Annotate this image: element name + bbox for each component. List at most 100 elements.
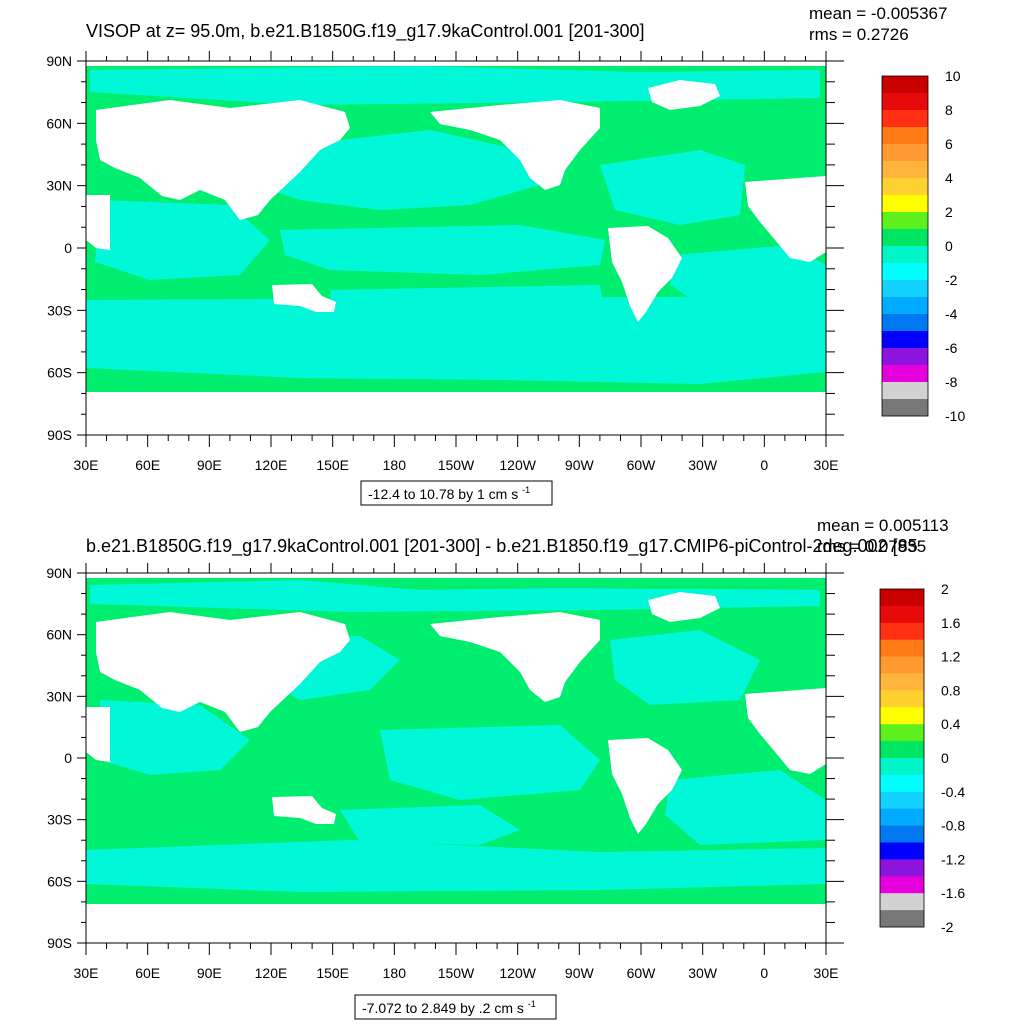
panel-top-map: [86, 61, 826, 435]
bottom-lon-label: 120E: [255, 965, 288, 981]
bottom-colorbar-swatch: [880, 893, 924, 911]
bottom-lat-label: 30N: [46, 688, 72, 704]
top-lat-label: 30S: [47, 302, 72, 318]
bottom-colorbar-swatch: [880, 808, 924, 826]
top-colorbar-frame: [881, 75, 929, 417]
bottom-lon-label: 150W: [438, 965, 475, 981]
map-bottom-cyan-indian: [100, 700, 250, 775]
map-bottom-land-south-america: [608, 738, 682, 834]
top-colorbar-swatch: [882, 399, 928, 417]
bottom-colorbar-swatch: [880, 589, 924, 607]
top-colorbar-swatch: [882, 229, 928, 247]
top-lat-label: 60S: [47, 365, 72, 381]
top-lon-label: 150E: [316, 457, 349, 473]
bottom-colorbar-frame: [879, 588, 925, 928]
map-bottom-land-north-america: [430, 612, 600, 702]
top-lat-label: 90S: [47, 427, 72, 443]
bottom-lon-label: 30E: [814, 965, 839, 981]
map-top-lon-labels: 30E 60E 90E 120E 150E 180 150W 120W 90W 60W 30W 0 30…: [74, 457, 839, 473]
top-colorbar-label: -10: [945, 408, 965, 424]
bottom-lon-label: 30W: [688, 965, 718, 981]
bottom-lat-label: 90N: [46, 565, 72, 581]
bottom-colorbar-swatch: [880, 910, 924, 928]
panel-top-range-sup: -1: [522, 485, 530, 495]
top-colorbar-label: 0: [945, 238, 953, 254]
panel-top-range-text: -12.4 to 10.78 by 1 cm s: [368, 486, 518, 502]
bottom-colorbar-swatch: [880, 825, 924, 843]
panel-bottom-title: b.e21.B1850G.f19_g17.9kaControl.001 [201…: [86, 536, 918, 557]
top-colorbar-swatch: [882, 76, 928, 94]
top-colorbar-swatch: [882, 161, 928, 179]
bottom-lon-label: 60W: [627, 965, 657, 981]
bottom-colorbar-swatch: [880, 842, 924, 860]
map-top-cyan-indian: [95, 200, 270, 280]
map-bottom-cyan-south-pacific: [340, 805, 520, 845]
map-top-land-australia: [272, 284, 336, 312]
top-colorbar-label: -2: [945, 272, 958, 288]
top-colorbar-label: -6: [945, 340, 958, 356]
bottom-colorbar-swatch: [880, 758, 924, 776]
map-top-land-greenland: [648, 80, 720, 110]
top-lon-label: 120E: [255, 457, 288, 473]
panel-top: VISOP at z= 95.0m, b.e21.B1850G.f19_g17.…: [46, 4, 965, 506]
bottom-colorbar-label: 1.2: [941, 649, 961, 665]
top-lon-label: 120W: [499, 457, 536, 473]
bottom-colorbar-swatch: [880, 876, 924, 894]
panel-top-title: VISOP at z= 95.0m, b.e21.B1850G.f19_g17.…: [86, 21, 645, 42]
bottom-lon-label: 60E: [135, 965, 160, 981]
top-colorbar-label: -4: [945, 306, 958, 322]
panel-bottom-mean: mean = 0.005113: [817, 516, 949, 535]
bottom-lat-label: 90S: [47, 935, 72, 951]
bottom-colorbar-swatch: [880, 673, 924, 691]
top-colorbar-swatch: [882, 314, 928, 332]
map-bottom-land-antarctica: [86, 904, 826, 943]
map-bottom-cyan-southern: [86, 840, 826, 892]
panel-bottom-range-label: -7.072 to 2.849 by .2 cm s -1: [362, 999, 536, 1016]
top-lat-label: 90N: [46, 53, 72, 69]
top-colorbar-label: 4: [945, 170, 953, 186]
top-colorbar-swatch: [882, 144, 928, 162]
map-top-land-eurasia: [96, 100, 350, 220]
panel-bottom-range-text: -7.072 to 2.849 by .2 cm s: [362, 1000, 524, 1016]
top-colorbar-swatch: [882, 331, 928, 349]
top-colorbar-swatch: [882, 348, 928, 366]
top-colorbar-label: 10: [945, 68, 961, 84]
map-top-land-north-america: [430, 100, 600, 190]
bottom-colorbar-swatch: [880, 639, 924, 657]
top-colorbar-swatch: [882, 127, 928, 145]
bottom-lon-label: 30E: [74, 965, 99, 981]
map-top-land-south-america: [608, 226, 682, 322]
top-lon-label: 30E: [74, 457, 99, 473]
bottom-colorbar-label: 0.4: [941, 716, 961, 732]
map-top-lat-labels: 90N 60N 30N 0 30S 60S 90S: [46, 53, 72, 443]
top-colorbar-swatch: [882, 195, 928, 213]
panel-top-range-box: [360, 480, 553, 506]
top-lon-label: 30W: [688, 457, 718, 473]
top-lon-label: 90W: [565, 457, 595, 473]
bottom-colorbar-label: -1.6: [941, 885, 965, 901]
map-bottom-cyan-south-atlantic: [665, 770, 826, 845]
panel-top-mean: mean = -0.005367: [809, 4, 947, 23]
top-colorbar-swatch: [882, 110, 928, 128]
map-bottom-land-australia: [272, 796, 336, 824]
map-bottom-ticks: [77, 563, 844, 955]
top-colorbar-swatch: [882, 382, 928, 400]
panel-top-rms: rms = 0.2726: [809, 25, 909, 44]
map-bottom-lat-labels: 90N 60N 30N 0 30S 60S 90S: [46, 565, 72, 951]
map-bottom-land-greenland: [648, 592, 720, 622]
bottom-colorbar-label: 2: [941, 581, 949, 597]
map-top-land-antarctica: [86, 392, 826, 435]
panel-bottom-colorbar: 2 1.6 1.2 0.8 0.4 0 -0.4 -0.8 -1.2 -1.6 -2: [879, 581, 965, 935]
map-top-land-africa: [745, 176, 826, 262]
map-bottom-land-africa: [745, 688, 826, 774]
bottom-colorbar-label: -0.4: [941, 784, 965, 800]
panel-bottom-range-sup: -1: [528, 999, 536, 1009]
top-lon-label: 30E: [814, 457, 839, 473]
top-lon-label: 90E: [197, 457, 222, 473]
bottom-colorbar-label: -0.8: [941, 818, 965, 834]
map-bottom-land-africa-west: [86, 707, 110, 762]
top-colorbar-swatch: [882, 280, 928, 298]
bottom-colorbar-swatch: [880, 605, 924, 624]
map-top-cyan-north-atlantic: [600, 150, 745, 225]
